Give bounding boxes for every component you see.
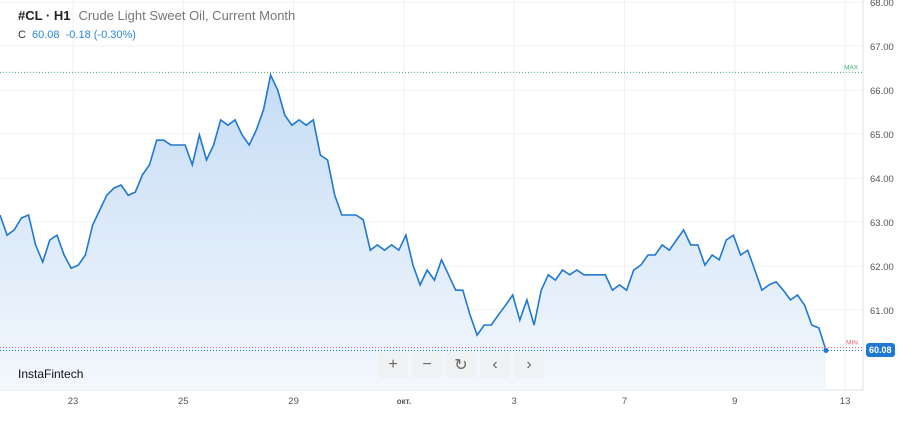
quote-line: C 60.08 -0.18 (-0.30%): [18, 29, 136, 41]
chart-controls: + − ↻ ‹ ›: [378, 352, 544, 378]
zoom-in-button[interactable]: +: [378, 352, 408, 378]
x-tick-label: 9: [732, 396, 737, 407]
close-label: C: [18, 29, 26, 41]
instrument-name: Crude Light Sweet Oil, Current Month: [78, 8, 296, 23]
y-tick-label: 63.00: [870, 218, 894, 229]
y-tick-label: 67.00: [870, 42, 894, 53]
zoom-out-button[interactable]: −: [412, 352, 442, 378]
change-value: -0.18 (-0.30%): [65, 29, 136, 41]
x-tick-label: 13: [840, 396, 851, 407]
chart-header: #CL · H1 Crude Light Sweet Oil, Current M…: [18, 8, 295, 23]
x-tick-label: 7: [622, 396, 627, 407]
y-tick-label: 66.00: [870, 86, 894, 97]
price-area: [0, 75, 826, 390]
y-tick-label: 62.00: [870, 262, 894, 273]
min-label: MIN: [846, 339, 858, 346]
last-price-tag: 60.08: [866, 343, 895, 357]
price-line: [0, 72, 827, 351]
x-tick-label: окт.: [397, 397, 411, 406]
max-label: MAX: [844, 64, 859, 71]
x-tick-label: 23: [68, 396, 79, 407]
y-tick-label: 61.00: [870, 306, 894, 317]
y-tick-label: 64.00: [870, 174, 894, 185]
symbol: #CL · H1: [18, 8, 71, 23]
close-value: 60.08: [31, 29, 60, 41]
last-price-point: [823, 347, 829, 353]
y-tick-label: 68.00: [870, 0, 894, 9]
scroll-right-button[interactable]: ›: [514, 352, 544, 378]
brand-logo: InstaFintech: [18, 367, 84, 381]
x-tick-label: 29: [288, 396, 299, 407]
x-tick-label: 25: [178, 396, 189, 407]
scroll-left-button[interactable]: ‹: [480, 352, 510, 378]
x-tick-label: 3: [512, 396, 517, 407]
reset-button[interactable]: ↻: [446, 352, 476, 378]
y-tick-label: 65.00: [870, 130, 894, 141]
